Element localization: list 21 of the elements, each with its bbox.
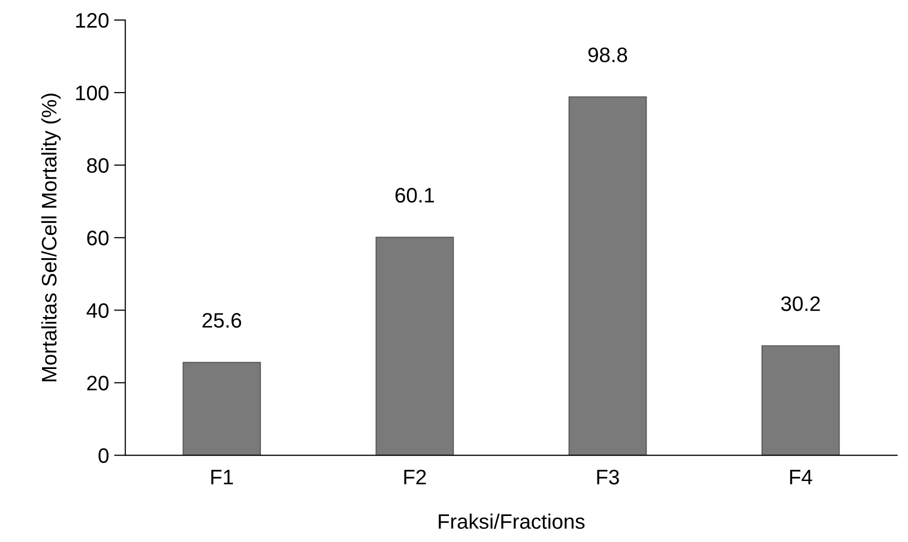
data-label: 25.6: [202, 313, 242, 328]
data-label: 30.2: [781, 296, 820, 312]
y-tick-label: 80: [87, 158, 109, 173]
bar: [568, 96, 647, 456]
y-tick-label: 0: [98, 448, 109, 464]
x-axis-title: Fraksi/Fractions: [438, 514, 585, 529]
x-tick-label: F4: [790, 470, 812, 484]
y-tick-label: 20: [87, 376, 109, 390]
y-tick-label: 120: [76, 13, 109, 28]
y-tick-label: 100: [76, 86, 109, 100]
x-tick-label: F1: [211, 470, 233, 484]
data-label: 98.8: [588, 48, 628, 62]
y-axis-title: Mortalitas Sel/Cell Mortality (%): [41, 94, 61, 382]
y-tick-label: 60: [87, 230, 109, 246]
x-tick-label: F3: [597, 470, 619, 484]
y-tick-label: 40: [86, 303, 109, 318]
bar: [761, 345, 840, 456]
x-tick-label: F2: [404, 470, 426, 484]
bar: [182, 362, 261, 456]
bar: [376, 236, 454, 456]
data-label: 60.1: [396, 188, 434, 203]
